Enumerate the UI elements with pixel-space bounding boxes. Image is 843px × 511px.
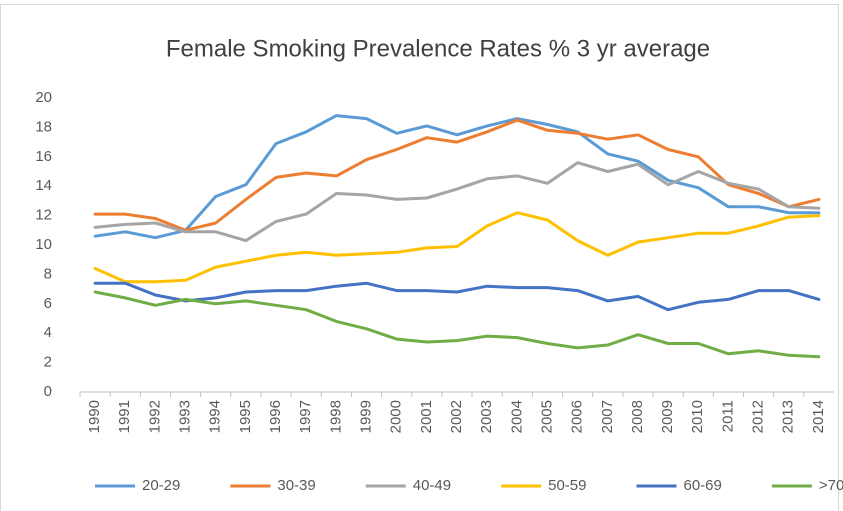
x-tick-label: 2003 (478, 400, 495, 433)
x-tick-label: 2001 (418, 400, 435, 433)
x-tick-label: 2004 (508, 400, 525, 433)
series-line (93, 161, 821, 243)
x-tick-label: 2008 (629, 400, 646, 433)
legend-label: 50-59 (548, 477, 586, 494)
x-tick-label: 1995 (237, 400, 254, 433)
x-tick-label: 1998 (327, 400, 344, 433)
chart-title: Female Smoking Prevalence Rates % 3 yr a… (166, 35, 710, 62)
legend-label: 40-49 (413, 477, 451, 494)
y-tick-label: 4 (44, 324, 52, 341)
x-tick-label: 1990 (86, 400, 103, 433)
y-tick-label: 0 (44, 383, 52, 400)
y-tick-label: 2 (44, 354, 52, 371)
y-tick-label: 14 (35, 177, 52, 194)
x-tick-label: 1993 (177, 400, 194, 433)
x-tick-label: 2011 (719, 400, 736, 432)
y-tick-label: 8 (44, 265, 52, 282)
y-tick-label: 18 (35, 118, 52, 135)
x-tick-label: 2010 (689, 400, 706, 433)
x-tick-label: 2000 (388, 400, 405, 433)
y-tick-label: 16 (35, 148, 52, 165)
y-tick-label: 20 (35, 89, 52, 106)
x-tick-label: 2012 (750, 400, 767, 433)
legend-label: 60-69 (684, 477, 722, 494)
x-tick-label: 1996 (267, 400, 284, 433)
x-tick-label: 2013 (780, 400, 797, 433)
series-line (93, 290, 821, 359)
series-line (93, 281, 821, 312)
x-tick-label: 1999 (357, 400, 374, 433)
y-tick-label: 10 (35, 236, 52, 253)
x-tick-label: 2007 (599, 400, 616, 433)
legend-label: 20-29 (142, 477, 180, 494)
x-tick-label: 2014 (810, 400, 827, 433)
x-tick-label: 2002 (448, 400, 465, 433)
legend-label: >70 (819, 477, 843, 494)
series-line (93, 114, 821, 240)
series-line (93, 211, 821, 284)
x-tick-label: 1997 (297, 400, 314, 433)
series-line (93, 118, 821, 232)
x-tick-label: 2006 (569, 400, 586, 433)
y-tick-label: 6 (44, 295, 52, 312)
x-tick-label: 1991 (116, 400, 133, 433)
x-tick-label: 1994 (207, 400, 224, 433)
y-tick-label: 12 (35, 207, 52, 224)
x-tick-label: 2005 (538, 400, 555, 433)
legend-label: 30-39 (277, 477, 315, 494)
chart-frame (0, 4, 839, 511)
x-tick-label: 1992 (146, 400, 163, 433)
x-tick-label: 2009 (659, 400, 676, 433)
